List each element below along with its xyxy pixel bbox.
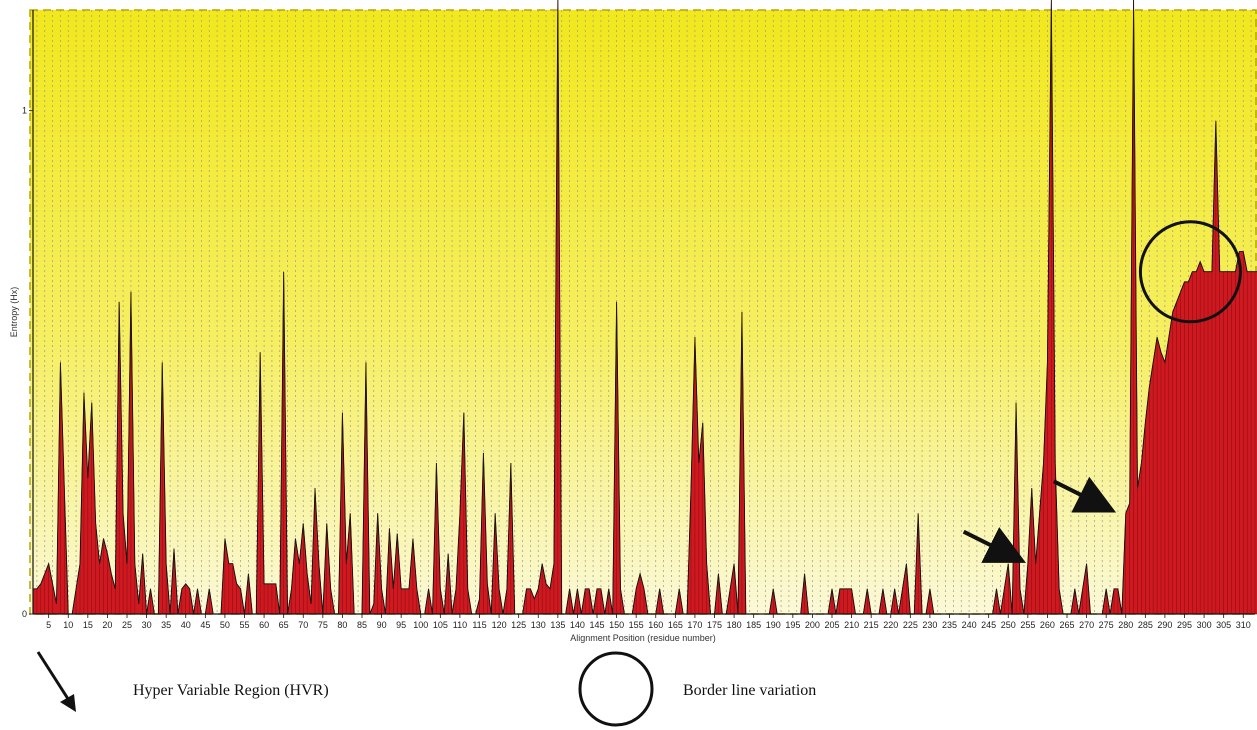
x-tick-label: 140 [570, 620, 585, 630]
x-tick-label: 125 [511, 620, 526, 630]
x-tick-label: 155 [629, 620, 644, 630]
hvr-arrow [962, 527, 1026, 563]
x-tick-label: 220 [883, 620, 898, 630]
y-tick-label: 1 [22, 106, 27, 116]
x-tick-label: 115 [472, 620, 486, 630]
x-tick-label: 210 [844, 620, 859, 630]
entropy-line [33, 0, 1257, 615]
x-tick-label: 70 [298, 620, 308, 630]
x-tick-label: 45 [200, 620, 210, 630]
x-tick-label: 270 [1079, 620, 1094, 630]
x-tick-label: 5 [46, 620, 51, 630]
grid-lines [36, 10, 1252, 614]
x-tick-label: 250 [1001, 620, 1016, 630]
x-tick-label: 150 [609, 620, 624, 630]
x-tick-label: 255 [1020, 620, 1035, 630]
entropy-chart: 5 10 15 20 25 30 35 40 45 50 55 60 65 70 75 80 85 90 95 100… [9, 0, 1257, 643]
x-tick-label: 260 [1040, 620, 1055, 630]
x-tick-label: 225 [903, 620, 918, 630]
x-tick-label: 185 [746, 620, 761, 630]
x-tick-label: 205 [824, 620, 839, 630]
x-tick-label: 110 [453, 620, 467, 630]
x-tick-label: 80 [337, 620, 347, 630]
y-axis-label: Entropy (Hx) [9, 287, 19, 338]
x-tick-label: 285 [1138, 620, 1153, 630]
annotations [962, 220, 1242, 563]
x-tick-label: 50 [220, 620, 230, 630]
x-tick-label: 120 [492, 620, 507, 630]
x-tick-label: 30 [142, 620, 152, 630]
x-tick-label: 135 [550, 620, 565, 630]
x-tick-label: 105 [433, 620, 448, 630]
x-tick-label: 15 [83, 620, 93, 630]
x-tick-label: 35 [161, 620, 171, 630]
legend-hvr-label: Hyper Variable Region (HVR) [133, 682, 329, 699]
y-tick-label: 0 [22, 609, 27, 619]
x-tick-label: 290 [1157, 620, 1172, 630]
legend-border-label: Border line variation [683, 682, 817, 699]
x-tick-label: 305 [1216, 620, 1231, 630]
x-tick-label: 100 [413, 620, 428, 630]
x-tick-label: 130 [531, 620, 546, 630]
x-tick-label: 90 [377, 620, 387, 630]
x-tick-label: 300 [1197, 620, 1212, 630]
x-tick-label: 40 [181, 620, 191, 630]
x-tick-label: 275 [1099, 620, 1114, 630]
x-tick-label: 310 [1236, 620, 1251, 630]
x-tick-label: 65 [279, 620, 289, 630]
x-axis-label: Alignment Position (residue number) [570, 633, 716, 643]
plot-background [30, 10, 1257, 614]
border-line-circle [1138, 220, 1242, 324]
x-tick-label: 200 [805, 620, 820, 630]
x-tick-label: 25 [122, 620, 132, 630]
x-tick-label: 160 [648, 620, 663, 630]
x-tick-label: 235 [942, 620, 957, 630]
x-tick-label: 295 [1177, 620, 1192, 630]
x-tick-label: 215 [864, 620, 879, 630]
x-tick-label: 165 [668, 620, 683, 630]
x-tick-label: 170 [687, 620, 702, 630]
hvr-arrow [1052, 476, 1117, 513]
x-tick-label: 10 [63, 620, 73, 630]
x-tick-label: 230 [922, 620, 937, 630]
x-tick-label: 145 [589, 620, 604, 630]
y-tick-labels: 01 [22, 106, 33, 619]
x-tick-label: 265 [1059, 620, 1074, 630]
x-tick-label: 85 [357, 620, 367, 630]
x-tick-label: 175 [707, 620, 722, 630]
x-tick-label: 75 [318, 620, 328, 630]
x-tick-label: 240 [962, 620, 977, 630]
x-tick-label: 180 [727, 620, 742, 630]
x-tick-label: 280 [1118, 620, 1133, 630]
x-tick-label: 95 [396, 620, 406, 630]
x-tick-label: 195 [785, 620, 800, 630]
x-tick-label: 20 [102, 620, 112, 630]
x-tick-labels: 5 10 15 20 25 30 35 40 45 50 55 60 65 70 75 80 85 90 95 100… [46, 614, 1251, 630]
legend-arrow-icon [36, 651, 76, 712]
x-tick-label: 245 [981, 620, 996, 630]
x-tick-label: 190 [766, 620, 781, 630]
legend-circle-icon [578, 651, 654, 727]
x-tick-label: 60 [259, 620, 269, 630]
x-tick-label: 55 [239, 620, 249, 630]
entropy-area [32, 0, 1257, 615]
